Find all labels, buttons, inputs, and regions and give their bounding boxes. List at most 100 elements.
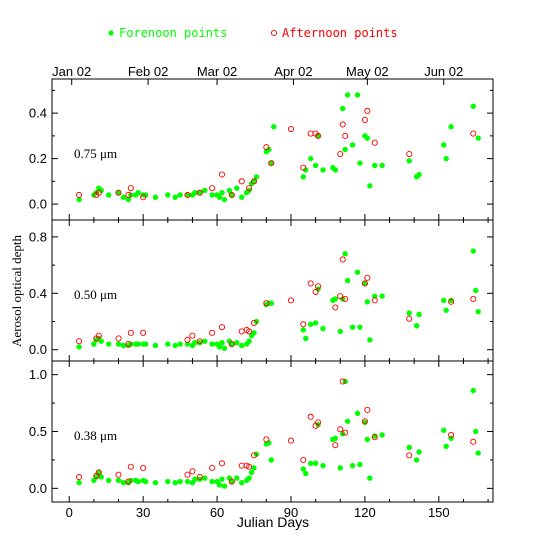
forenoon-point	[448, 124, 454, 130]
forenoon-point	[184, 192, 191, 198]
forenoon-point	[246, 475, 252, 481]
afternoon-point	[406, 150, 413, 158]
x-tick-label: 90	[284, 505, 298, 520]
afternoon-point	[76, 473, 83, 481]
y-tick-label: 0.0	[29, 481, 47, 496]
forenoon-point	[209, 341, 215, 347]
forenoon-point	[315, 133, 321, 139]
forenoon-point	[177, 192, 183, 198]
afternoon-point	[300, 456, 307, 463]
afternoon-point	[332, 304, 339, 311]
afternoon-point	[140, 329, 147, 336]
legend-afternoon-marker	[270, 29, 278, 37]
afternoon-point	[184, 471, 191, 478]
afternoon-point	[332, 442, 339, 449]
forenoon-point	[221, 196, 228, 203]
forenoon-point	[197, 339, 203, 346]
afternoon-point	[315, 419, 322, 426]
afternoon-point	[115, 471, 122, 478]
forenoon-point	[406, 158, 412, 164]
afternoon-point	[209, 329, 216, 336]
forenoon-point	[340, 105, 346, 112]
forenoon-point	[234, 185, 240, 191]
x-tick-label: 30	[136, 505, 150, 520]
forenoon-point	[357, 324, 363, 330]
forenoon-point	[300, 327, 306, 333]
afternoon-point	[184, 336, 191, 343]
afternoon-point	[127, 463, 134, 470]
forenoon-point	[406, 310, 412, 316]
forenoon-point	[406, 444, 412, 451]
forenoon-point	[152, 479, 159, 486]
forenoon-point	[349, 324, 356, 330]
afternoon-point	[337, 426, 344, 433]
forenoon-point	[475, 308, 481, 315]
afternoon-point	[364, 107, 371, 114]
forenoon-point	[307, 321, 314, 328]
forenoon-point	[307, 460, 314, 467]
afternoon-point	[246, 185, 253, 192]
forenoon-point	[152, 342, 159, 349]
forenoon-point	[470, 103, 476, 109]
afternoon-point	[228, 191, 235, 199]
forenoon-point	[332, 296, 339, 302]
legend-forenoon-label: Forenoon points	[119, 26, 227, 40]
forenoon-point	[219, 190, 225, 196]
forenoon-point	[91, 341, 97, 347]
panel-frame	[51, 219, 494, 362]
afternoon-point	[448, 431, 455, 438]
forenoon-point	[172, 479, 178, 486]
forenoon-point	[226, 187, 233, 194]
afternoon-point	[342, 295, 349, 303]
afternoon-point	[371, 139, 378, 146]
forenoon-point	[98, 474, 104, 480]
y-tick-label: 0.0	[29, 197, 47, 212]
forenoon-point	[312, 320, 319, 326]
y-tick-label: 0.0	[29, 342, 47, 357]
afternoon-point	[189, 332, 196, 339]
afternoon-point	[268, 160, 275, 167]
y-tick-label: 1.0	[29, 367, 47, 382]
x-tick-label: 60	[210, 505, 224, 520]
forenoon-point	[125, 196, 132, 203]
panel-frame	[51, 78, 494, 221]
forenoon-point	[135, 341, 141, 347]
forenoon-point	[354, 269, 361, 275]
afternoon-point	[339, 256, 346, 263]
forenoon-point	[320, 167, 326, 173]
forenoon-point	[120, 194, 127, 200]
forenoon-point	[443, 155, 449, 162]
forenoon-point	[367, 183, 373, 189]
y-tick-label: 0.5	[29, 424, 47, 439]
afternoon-point	[127, 185, 134, 192]
afternoon-point	[315, 283, 322, 290]
x-tick-label: 120	[354, 505, 376, 520]
afternoon-point	[361, 116, 368, 123]
panel-wavelength-label: 0.75 μm	[74, 146, 117, 161]
forenoon-point	[443, 443, 449, 449]
forenoon-point	[192, 339, 198, 346]
afternoon-point	[448, 298, 455, 305]
forenoon-point	[135, 478, 141, 485]
forenoon-point	[172, 194, 178, 200]
forenoon-point	[349, 462, 356, 469]
forenoon-point	[475, 135, 481, 141]
afternoon-point	[184, 191, 191, 199]
panel-1: 0.0 0.2 0.4 0.75 μm	[29, 78, 494, 221]
afternoon-point	[406, 315, 413, 322]
afternoon-point	[189, 468, 196, 475]
forenoon-point	[98, 338, 104, 344]
afternoon-point	[250, 319, 258, 326]
y-tick-label: 0.2	[29, 151, 47, 166]
afternoon-point	[238, 462, 245, 469]
afternoon-point	[361, 280, 368, 287]
afternoon-point	[263, 300, 270, 307]
forenoon-point	[337, 465, 343, 471]
forenoon-point	[300, 466, 306, 472]
forenoon-point	[300, 174, 306, 180]
afternoon-point	[371, 434, 378, 441]
forenoon-point	[202, 338, 208, 344]
forenoon-point	[142, 192, 149, 198]
afternoon-point	[364, 274, 371, 281]
